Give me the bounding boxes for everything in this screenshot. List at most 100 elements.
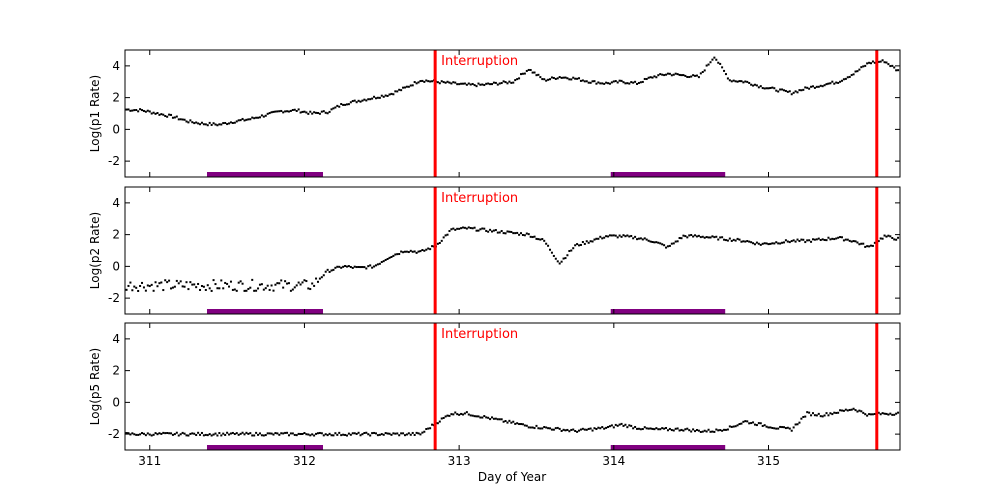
data-point xyxy=(670,242,673,245)
data-point xyxy=(599,427,602,430)
data-point xyxy=(610,234,613,237)
data-point xyxy=(616,81,619,84)
data-point xyxy=(369,264,372,267)
data-point xyxy=(245,431,248,434)
y-tick-label: 0 xyxy=(112,259,120,273)
data-point xyxy=(612,426,615,429)
data-point xyxy=(330,434,333,437)
data-point xyxy=(231,431,234,434)
data-point xyxy=(817,85,820,88)
data-point xyxy=(496,418,499,421)
data-point xyxy=(191,432,194,435)
data-point xyxy=(392,93,395,96)
data-point xyxy=(286,431,289,434)
data-point xyxy=(782,241,785,244)
data-point xyxy=(465,411,468,414)
data-point xyxy=(363,431,366,434)
data-point xyxy=(260,114,263,117)
data-point xyxy=(709,61,712,64)
data-point xyxy=(612,234,615,237)
data-point xyxy=(278,282,281,285)
data-point xyxy=(403,86,406,89)
data-point xyxy=(808,239,811,242)
data-point xyxy=(309,288,312,291)
data-point xyxy=(873,61,876,64)
data-point xyxy=(311,112,314,115)
data-point xyxy=(858,243,861,246)
data-point xyxy=(794,240,797,243)
data-point xyxy=(620,235,623,238)
data-point xyxy=(572,428,575,431)
data-point xyxy=(581,79,584,82)
data-point xyxy=(336,104,339,107)
data-point xyxy=(651,427,654,430)
data-point xyxy=(535,74,538,77)
data-point xyxy=(765,425,768,428)
data-point xyxy=(363,266,366,269)
data-point xyxy=(866,62,869,65)
data-point xyxy=(527,233,530,236)
data-point xyxy=(471,227,474,230)
data-point xyxy=(438,82,441,85)
data-point xyxy=(763,242,766,245)
data-point xyxy=(241,117,244,120)
data-point xyxy=(355,101,358,104)
data-point xyxy=(307,433,310,436)
data-point xyxy=(322,434,325,437)
data-point xyxy=(332,107,335,110)
data-point xyxy=(152,111,155,114)
data-point xyxy=(531,236,534,239)
data-point xyxy=(403,434,406,437)
data-point xyxy=(481,416,484,419)
data-point xyxy=(593,80,596,83)
data-point xyxy=(431,423,434,426)
data-point xyxy=(622,81,625,84)
data-point xyxy=(821,238,824,241)
data-point xyxy=(634,425,637,428)
data-point xyxy=(226,123,229,126)
data-point xyxy=(678,429,681,432)
data-point xyxy=(220,123,223,126)
data-point xyxy=(583,80,586,83)
data-point xyxy=(202,285,205,288)
data-point xyxy=(258,432,261,435)
data-point xyxy=(363,98,366,101)
data-point xyxy=(367,98,370,101)
data-point xyxy=(139,433,142,436)
data-point xyxy=(711,235,714,238)
data-point xyxy=(610,81,613,84)
data-point xyxy=(359,434,362,437)
data-point xyxy=(701,430,704,433)
data-point xyxy=(355,266,358,269)
data-point xyxy=(846,76,849,79)
data-point xyxy=(214,123,217,126)
data-point xyxy=(632,427,635,430)
data-point xyxy=(529,426,532,429)
data-point xyxy=(860,242,863,245)
data-point xyxy=(162,113,165,116)
data-point xyxy=(231,122,234,125)
data-point xyxy=(442,236,445,239)
data-point xyxy=(144,289,147,292)
data-point xyxy=(607,82,610,85)
data-point xyxy=(653,241,656,244)
data-point xyxy=(141,432,144,435)
data-point xyxy=(695,428,698,431)
data-point xyxy=(216,287,219,290)
data-point xyxy=(427,80,430,83)
data-point xyxy=(498,82,501,85)
data-point xyxy=(601,82,604,85)
data-point xyxy=(630,424,633,427)
data-point xyxy=(355,432,358,435)
data-point xyxy=(794,423,797,426)
data-point xyxy=(694,234,697,237)
data-point xyxy=(852,240,855,243)
data-point xyxy=(344,433,347,436)
data-point xyxy=(661,427,664,430)
data-point xyxy=(792,426,795,429)
data-point xyxy=(398,434,401,437)
data-point xyxy=(523,424,526,427)
data-point xyxy=(386,432,389,435)
data-point xyxy=(730,80,733,83)
data-point xyxy=(384,258,387,261)
